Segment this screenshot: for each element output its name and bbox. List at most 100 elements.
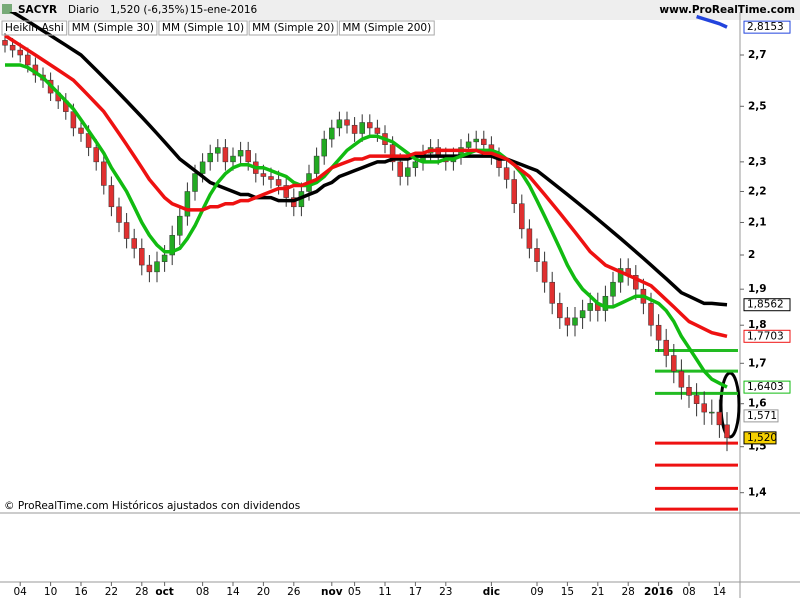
header-bar xyxy=(0,0,800,20)
x-tick-label: 17 xyxy=(409,586,422,598)
x-tick-label: 14 xyxy=(713,586,727,598)
y-tick-label: 2,5 xyxy=(748,100,767,112)
annotation-ellipse xyxy=(719,371,741,439)
candle-body xyxy=(389,144,396,163)
x-tick-label: 04 xyxy=(14,586,28,598)
candle-body xyxy=(663,339,669,356)
candle-body xyxy=(344,119,350,126)
close-label: 1,520 xyxy=(747,432,777,444)
candle-body xyxy=(481,138,487,145)
candle-body xyxy=(709,411,715,414)
candle-body xyxy=(329,127,335,140)
candle-body xyxy=(633,275,639,290)
x-tick-label: 08 xyxy=(196,586,209,598)
candle-body xyxy=(541,261,548,283)
legend-box xyxy=(1,20,68,36)
x-tick-label: 2016 xyxy=(644,586,673,598)
y-tick-label: 1,6 xyxy=(748,398,767,410)
x-tick-label: 11 xyxy=(378,586,391,598)
candle-body xyxy=(648,303,654,326)
candle-body xyxy=(146,264,153,273)
price-plot xyxy=(2,12,738,511)
candle-body xyxy=(230,155,236,163)
legend-entry: Heikin-Ashi xyxy=(5,22,64,34)
candle-body xyxy=(9,44,16,51)
candle-body xyxy=(25,54,31,66)
x-tick-label: 23 xyxy=(439,586,452,598)
last-label-box xyxy=(743,329,791,343)
candle-body xyxy=(534,248,540,262)
candle-body xyxy=(587,303,593,311)
candle-body xyxy=(108,185,115,208)
candle-body xyxy=(260,173,267,177)
candle-body xyxy=(161,254,168,262)
candle-body xyxy=(716,411,723,426)
candle-body xyxy=(397,161,403,177)
x-tick-label: 10 xyxy=(44,586,57,598)
candle-body xyxy=(671,355,677,372)
y-tick-label: 1,7 xyxy=(748,357,767,369)
x-tick-label: 28 xyxy=(622,586,635,598)
candle-body xyxy=(473,138,479,143)
symbol: SACYR xyxy=(18,4,57,16)
candle-body xyxy=(511,179,517,204)
y-tick-label: 2 xyxy=(748,249,755,261)
last-label: 1,8562 xyxy=(747,299,784,311)
candle-body xyxy=(503,167,510,180)
y-tick-label: 1,8 xyxy=(748,319,767,331)
candle-body xyxy=(374,127,381,134)
candle-body xyxy=(557,303,563,319)
candle-body xyxy=(131,238,137,249)
x-tick-label: 22 xyxy=(105,586,118,598)
last-label-box xyxy=(743,20,791,34)
x-tick-label: 05 xyxy=(348,586,361,598)
candle-body xyxy=(245,150,251,163)
y-tick-label: 1,4 xyxy=(748,487,767,499)
legend-entry: MM (Simple 200) xyxy=(342,22,431,34)
footnote: © ProRealTime.com Históricos ajustados c… xyxy=(4,500,300,512)
candle-body xyxy=(2,40,8,46)
x-tick-label: 28 xyxy=(135,586,148,598)
candle-body xyxy=(283,185,289,198)
candle-body xyxy=(610,281,616,297)
candle-body xyxy=(572,317,578,326)
legend-box xyxy=(158,20,248,36)
candle-body xyxy=(655,324,662,341)
icon xyxy=(2,4,12,14)
candle-body xyxy=(701,403,707,413)
candle-body xyxy=(237,150,244,157)
candle-body xyxy=(101,161,107,186)
candle-body xyxy=(617,268,624,283)
candle-body xyxy=(192,173,198,192)
candle-body xyxy=(351,124,358,134)
x-tick-label: 14 xyxy=(226,586,240,598)
candle-body xyxy=(78,127,84,134)
marker-box xyxy=(743,409,779,423)
candle-body xyxy=(268,176,274,180)
candle-body xyxy=(678,370,685,388)
y-tick-label: 1,9 xyxy=(748,283,767,295)
candle-body xyxy=(17,49,23,56)
candle-body xyxy=(154,261,160,273)
last-label: 2,8153 xyxy=(747,21,784,33)
candle-body xyxy=(367,122,373,129)
quote: 1,520 (-6,35%) xyxy=(110,4,189,16)
last-label-box xyxy=(743,380,791,394)
x-tick-label: nov xyxy=(321,586,343,598)
candle-body xyxy=(336,119,343,129)
marker-label: 1,571 xyxy=(747,410,777,422)
x-tick-label: 20 xyxy=(257,586,270,598)
candle-body xyxy=(123,222,130,239)
period: Diario xyxy=(68,4,99,16)
ma-line xyxy=(9,12,728,307)
ma-line xyxy=(5,63,728,389)
x-tick-label: 08 xyxy=(682,586,695,598)
last-label: 1,6403 xyxy=(747,381,784,393)
candle-body xyxy=(359,122,365,134)
last-label: 1,7703 xyxy=(747,330,784,342)
x-tick-label: 09 xyxy=(530,586,543,598)
legend-box xyxy=(68,20,158,36)
candle-body xyxy=(549,281,555,304)
candle-body xyxy=(184,191,191,217)
last-label-box xyxy=(743,298,791,312)
